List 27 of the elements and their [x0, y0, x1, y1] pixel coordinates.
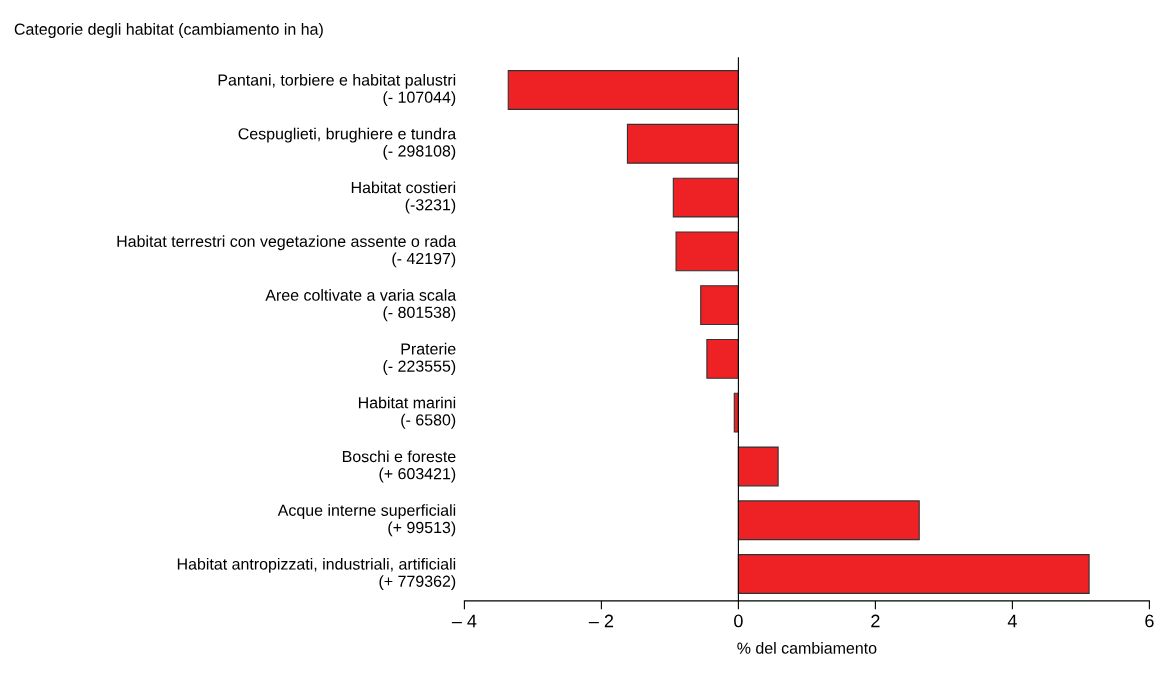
- bar: [672, 177, 739, 218]
- x-tick-label: 2: [871, 614, 880, 628]
- bar: [675, 231, 739, 272]
- x-tick-label: 4: [1007, 614, 1017, 628]
- x-tick-label: – 4: [451, 614, 477, 628]
- y-tick-label: Cespuglieti, brughiere e tundra (- 298108): [238, 127, 457, 160]
- bar: [626, 123, 739, 164]
- x-tick-label: 6: [1145, 614, 1154, 628]
- bar: [737, 554, 1090, 594]
- bar: [700, 285, 739, 326]
- y-tick-label: Acque interne superficiali (+ 99513): [277, 504, 456, 537]
- text: Categorie degli habitat (cambiamento in ha): [14, 23, 323, 38]
- y-tick-label: Aree coltivate a varia scala (- 801538): [265, 289, 457, 322]
- x-tick-label: – 2: [588, 614, 614, 628]
- y-tick-label: Habitat terrestri con vegetazione assente o rada (- 42197): [117, 235, 457, 268]
- x-axis-title: % del cambiamento: [737, 642, 877, 654]
- y-tick-label: Habitat costieri (-3231): [351, 181, 456, 214]
- y-tick-label: Boschi e foreste (+ 603421): [342, 450, 456, 483]
- bar: [737, 500, 920, 541]
- bar: [706, 338, 739, 379]
- x-tick-label: 0: [734, 614, 743, 628]
- bar: [737, 446, 779, 487]
- y-tick-label: Habitat marini (- 6580): [358, 396, 456, 429]
- y-tick-label: Praterie (- 223555): [383, 342, 456, 375]
- y-tick-label: Habitat antropizzati, industriali, artificiali (+ 779362): [177, 557, 456, 591]
- bar: [507, 70, 739, 110]
- y-tick-label: Pantani, torbiere e habitat palustri (- 107044): [218, 73, 456, 107]
